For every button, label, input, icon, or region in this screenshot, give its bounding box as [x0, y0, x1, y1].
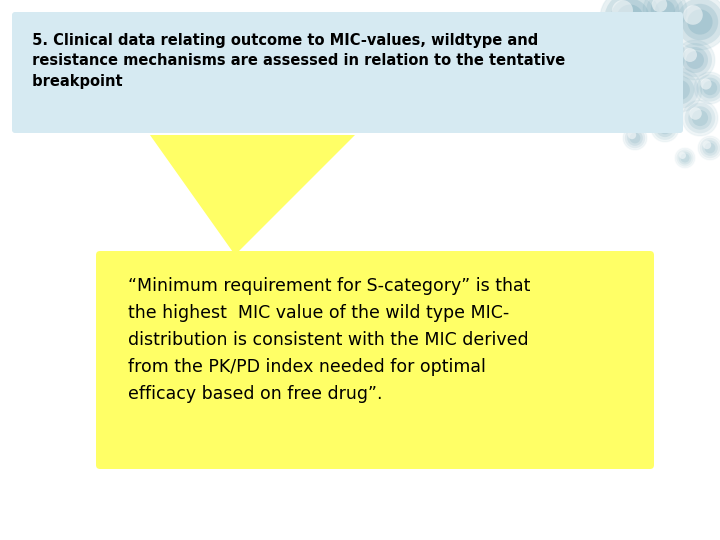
- Circle shape: [605, 0, 655, 44]
- Circle shape: [600, 0, 660, 48]
- Circle shape: [634, 82, 662, 109]
- Circle shape: [696, 75, 720, 102]
- Circle shape: [612, 0, 633, 21]
- Circle shape: [635, 30, 685, 80]
- Circle shape: [689, 107, 702, 120]
- Circle shape: [615, 50, 645, 80]
- Circle shape: [683, 5, 703, 25]
- Circle shape: [661, 71, 698, 109]
- Circle shape: [686, 51, 704, 69]
- Circle shape: [606, 91, 634, 119]
- Circle shape: [639, 85, 649, 97]
- Circle shape: [677, 150, 693, 166]
- Circle shape: [641, 88, 655, 102]
- Circle shape: [675, 148, 695, 168]
- Circle shape: [702, 140, 718, 156]
- Circle shape: [611, 97, 621, 106]
- Circle shape: [682, 100, 718, 136]
- Text: 5. Clinical data relating outcome to MIC-values, wildtype and
 resistance mechan: 5. Clinical data relating outcome to MIC…: [27, 33, 565, 89]
- Circle shape: [651, 0, 679, 24]
- Circle shape: [647, 0, 684, 29]
- Circle shape: [666, 76, 694, 104]
- Circle shape: [622, 57, 638, 73]
- Circle shape: [625, 128, 645, 148]
- Text: “Minimum requirement for S-category” is that
the highest  MIC value of the wild : “Minimum requirement for S-category” is …: [128, 277, 531, 403]
- Circle shape: [682, 47, 708, 73]
- Polygon shape: [150, 135, 355, 255]
- Circle shape: [632, 79, 664, 111]
- Circle shape: [683, 48, 697, 62]
- Circle shape: [611, 96, 629, 114]
- Circle shape: [638, 85, 658, 105]
- Circle shape: [618, 53, 642, 77]
- Circle shape: [680, 153, 690, 163]
- Circle shape: [701, 78, 711, 90]
- Circle shape: [644, 39, 676, 71]
- Circle shape: [645, 40, 662, 57]
- Circle shape: [629, 133, 640, 144]
- Circle shape: [627, 130, 643, 146]
- Circle shape: [623, 126, 647, 150]
- Circle shape: [694, 72, 720, 104]
- Circle shape: [679, 152, 686, 159]
- Circle shape: [700, 138, 720, 158]
- FancyBboxPatch shape: [96, 251, 654, 469]
- FancyBboxPatch shape: [12, 12, 683, 133]
- Circle shape: [611, 0, 649, 37]
- Circle shape: [685, 103, 715, 133]
- Circle shape: [639, 33, 681, 76]
- Circle shape: [703, 81, 717, 95]
- Circle shape: [655, 0, 675, 20]
- Circle shape: [682, 4, 719, 40]
- Circle shape: [619, 54, 632, 67]
- Circle shape: [653, 116, 677, 140]
- Circle shape: [675, 40, 715, 80]
- Circle shape: [705, 143, 716, 153]
- Circle shape: [703, 141, 711, 149]
- Circle shape: [670, 80, 690, 100]
- Circle shape: [667, 77, 683, 92]
- Circle shape: [657, 119, 667, 130]
- Circle shape: [628, 131, 636, 139]
- Circle shape: [688, 9, 713, 35]
- Circle shape: [651, 114, 679, 142]
- Circle shape: [643, 0, 687, 32]
- Circle shape: [692, 110, 708, 126]
- Circle shape: [649, 44, 671, 66]
- Circle shape: [608, 93, 632, 117]
- Circle shape: [656, 119, 674, 137]
- Circle shape: [616, 4, 644, 31]
- Circle shape: [678, 43, 712, 77]
- Circle shape: [672, 0, 720, 50]
- Circle shape: [659, 122, 671, 134]
- Circle shape: [612, 47, 648, 83]
- Circle shape: [700, 78, 720, 98]
- Circle shape: [688, 106, 711, 130]
- Circle shape: [698, 136, 720, 160]
- Circle shape: [658, 68, 702, 112]
- Circle shape: [678, 152, 691, 165]
- Circle shape: [676, 0, 720, 46]
- Circle shape: [652, 0, 667, 12]
- Circle shape: [613, 99, 626, 111]
